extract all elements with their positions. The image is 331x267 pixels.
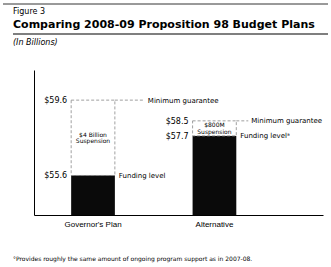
value-label: $55.6: [44, 171, 67, 180]
x-tick: Alternative: [196, 220, 234, 229]
guarantee-label: Minimum guarantee: [148, 97, 219, 105]
value-label: $57.7: [166, 132, 189, 141]
suspension-label: $800MSuspension: [197, 121, 232, 136]
guarantee-value-label: $59.6: [44, 96, 67, 105]
footnote: °Provides roughly the same amount of ong…: [13, 255, 252, 263]
guarantee-value-label: $58.5: [166, 117, 189, 126]
annotations: $55.6 $57.7 $59.6 $58.5 Minimum guarantee Min…: [44, 96, 322, 180]
guarantee-box: [71, 100, 115, 175]
funding-label: Funding levelᵃ: [240, 132, 290, 140]
guarantee-line: [115, 100, 145, 101]
x-axis-line: [35, 215, 324, 216]
funding-label: Funding level: [119, 172, 166, 180]
figure-label: Figure 3: [13, 7, 45, 16]
guarantee-line: [236, 120, 248, 121]
x-axis: Governor's Plan Alternative: [35, 216, 324, 229]
subtitle: (In Billions): [13, 38, 58, 47]
y-axis-line: [34, 71, 35, 216]
guarantee-box: [193, 121, 237, 136]
title-rule: [13, 33, 328, 34]
marks: [71, 100, 248, 215]
plot: $55.6 $57.7 $59.6 $58.5 Minimum guarantee Min…: [35, 71, 324, 229]
top-rule: [3, 4, 328, 5]
x-tick: Governor's Plan: [64, 220, 121, 229]
bar: [193, 136, 237, 215]
guarantee-label: Minimum guarantee: [251, 117, 322, 125]
x-tick-label: Governor's Plan: [64, 220, 121, 229]
x-tick-label: Alternative: [196, 220, 234, 229]
chart: Figure 3 Comparing 2008-09 Proposition 98…: [0, 0, 331, 267]
title: Comparing 2008-09 Proposition 98 Budget …: [13, 18, 315, 31]
y-axis: [34, 71, 35, 216]
bar: [71, 175, 115, 215]
suspension-label: $4 BillionSuspension: [76, 131, 111, 146]
